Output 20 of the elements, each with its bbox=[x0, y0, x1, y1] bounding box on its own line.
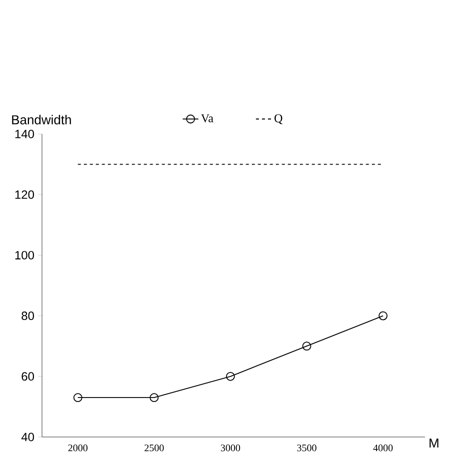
x-tick-label: 2000 bbox=[68, 444, 88, 452]
point bbox=[73, 393, 82, 402]
y-tick-label: 120 bbox=[15, 190, 34, 199]
y-tick-label: 100 bbox=[15, 250, 34, 260]
y-axis-title: Bandwidth bbox=[12, 114, 71, 124]
point bbox=[150, 393, 159, 402]
legend-label: Q bbox=[274, 114, 283, 124]
x-tick-label: 2500 bbox=[144, 444, 164, 452]
x-tick-label: 3000 bbox=[220, 444, 240, 452]
y-tick-label: 140 bbox=[15, 130, 34, 138]
point bbox=[378, 311, 388, 320]
y-tick-label: 80 bbox=[22, 312, 34, 320]
legend-label: Va bbox=[200, 114, 214, 122]
x-tick-label: 3500 bbox=[297, 444, 316, 452]
y-tick-label: 40 bbox=[21, 432, 34, 442]
point bbox=[226, 372, 235, 381]
point bbox=[302, 342, 312, 351]
x-axis-title: M bbox=[430, 438, 438, 448]
y-tick-label: 60 bbox=[22, 372, 34, 381]
x-tick-label: 4000 bbox=[373, 444, 393, 452]
